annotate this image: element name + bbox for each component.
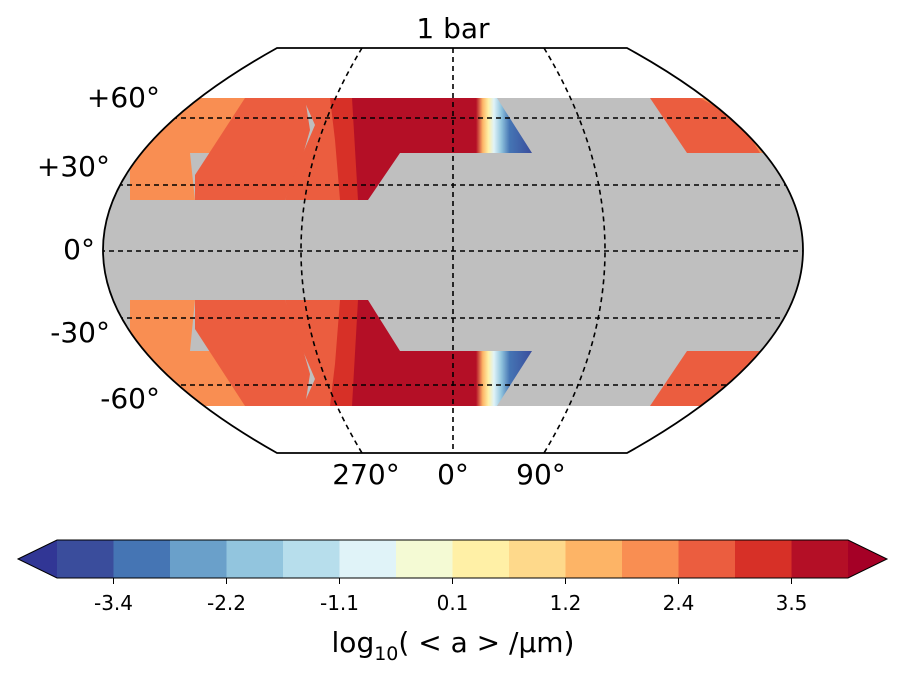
data-region-south-gradient bbox=[476, 351, 532, 406]
colorbar-outline bbox=[16, 539, 889, 579]
graticule bbox=[103, 47, 803, 454]
lat-label: -30° bbox=[50, 316, 110, 349]
colorbar-tick-label: 3.5 bbox=[776, 591, 808, 615]
colorbar bbox=[16, 539, 889, 579]
colorbar-segment bbox=[791, 540, 849, 578]
colorbar-segment bbox=[339, 540, 397, 578]
lon-label: 0° bbox=[437, 458, 469, 491]
colorbar-segment bbox=[678, 540, 736, 578]
colorbar-tick-label: 2.4 bbox=[663, 591, 695, 615]
chart-title: 1 bar bbox=[416, 12, 490, 45]
colorbar-segment bbox=[283, 540, 340, 578]
lat-label: 0° bbox=[63, 233, 95, 266]
lat-label: +60° bbox=[87, 81, 160, 114]
colorbar-segment bbox=[622, 540, 679, 578]
colorbar-segment bbox=[396, 540, 453, 578]
colorbar-extend-over bbox=[848, 540, 887, 578]
colorbar-segment bbox=[735, 540, 792, 578]
data-region-south-midwest bbox=[195, 300, 310, 406]
lat-label: -60° bbox=[100, 382, 160, 415]
data-region-north-gradient bbox=[476, 98, 532, 153]
colorbar-segment bbox=[565, 540, 623, 578]
lat-label: +30° bbox=[37, 150, 110, 183]
colorbar-tick-label: -3.4 bbox=[94, 591, 133, 615]
data-region-north-midwest bbox=[195, 98, 310, 200]
colorbar-tick-label: -2.2 bbox=[207, 591, 246, 615]
data-region-south-peak bbox=[352, 300, 478, 406]
colorbar-segment bbox=[509, 540, 566, 578]
colorbar-segment bbox=[113, 540, 171, 578]
colorbar-extend-under bbox=[18, 540, 57, 578]
colorbar-tick-label: -1.1 bbox=[320, 591, 359, 615]
colorbar-ticks: -3.4 -2.2 -1.1 0.1 1.2 2.4 3.5 bbox=[94, 578, 807, 615]
colorbar-label: log10( < a > /μm) bbox=[332, 626, 575, 665]
map-outline bbox=[102, 47, 804, 454]
lon-label: 270° bbox=[332, 458, 399, 491]
colorbar-segment bbox=[57, 540, 114, 578]
lon-label: 90° bbox=[516, 458, 566, 491]
map-plot-area bbox=[103, 98, 803, 406]
longitude-labels: 270° 0° 90° bbox=[332, 458, 566, 491]
colorbar-tick-label: 0.1 bbox=[437, 591, 469, 615]
colorbar-segment bbox=[170, 540, 227, 578]
colorbar-tick-label: 1.2 bbox=[550, 591, 582, 615]
colorbar-segment bbox=[226, 540, 284, 578]
latitude-labels: +60° +30° 0° -30° -60° bbox=[37, 81, 160, 415]
data-region-north-peak bbox=[352, 98, 478, 200]
colorbar-segment bbox=[452, 540, 510, 578]
